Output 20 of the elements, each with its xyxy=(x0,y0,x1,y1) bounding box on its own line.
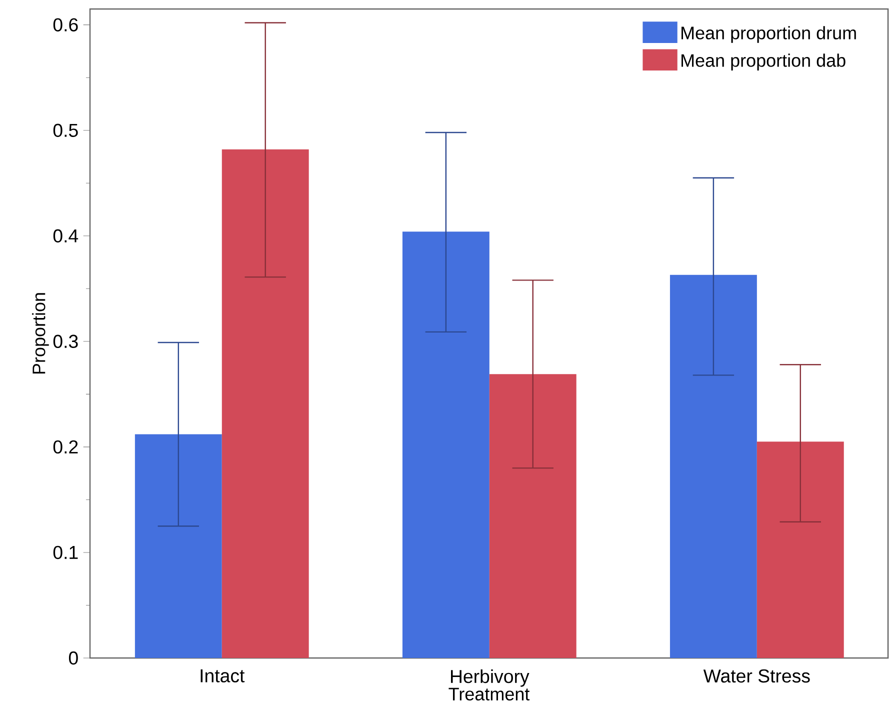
y-tick-label: 0.3 xyxy=(53,334,78,348)
y-axis-title: Proportion xyxy=(32,293,49,374)
y-tick-label: 0 xyxy=(68,651,78,665)
bar xyxy=(134,434,222,658)
y-tick-label: 0.5 xyxy=(53,124,78,137)
bar xyxy=(756,442,844,658)
legend-label: Mean proportion dab xyxy=(682,54,846,70)
x-axis-title: Treatment xyxy=(448,688,530,700)
y-tick-label: 0.1 xyxy=(53,546,78,560)
x-tick-label: Intact xyxy=(200,669,245,682)
x-tick-label: Water Stress xyxy=(703,669,810,683)
bar xyxy=(670,274,757,658)
bar xyxy=(222,149,309,658)
legend-label: Mean proportion drum xyxy=(682,26,856,43)
y-tick-label: 0.2 xyxy=(53,440,78,454)
x-tick-label: Herbivory xyxy=(450,669,530,687)
bar xyxy=(489,374,576,658)
y-tick-label: 0.4 xyxy=(53,229,78,242)
bar xyxy=(402,232,490,658)
y-tick-label: 0.6 xyxy=(53,18,78,32)
